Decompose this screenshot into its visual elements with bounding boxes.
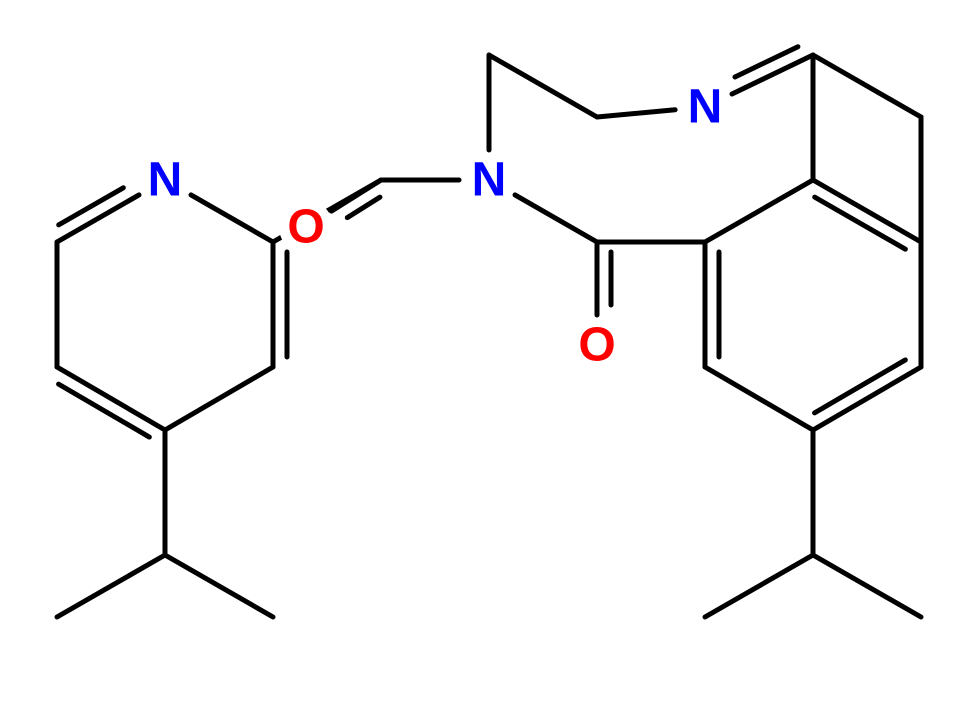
oxygen-label: O [578, 319, 615, 372]
nitrogen-label: N [148, 154, 183, 207]
oxygen-label: O [287, 201, 324, 254]
nitrogen-label: N [688, 81, 723, 134]
nitrogen-label: N [472, 154, 507, 207]
molecule-diagram: N O N O N [0, 0, 969, 703]
